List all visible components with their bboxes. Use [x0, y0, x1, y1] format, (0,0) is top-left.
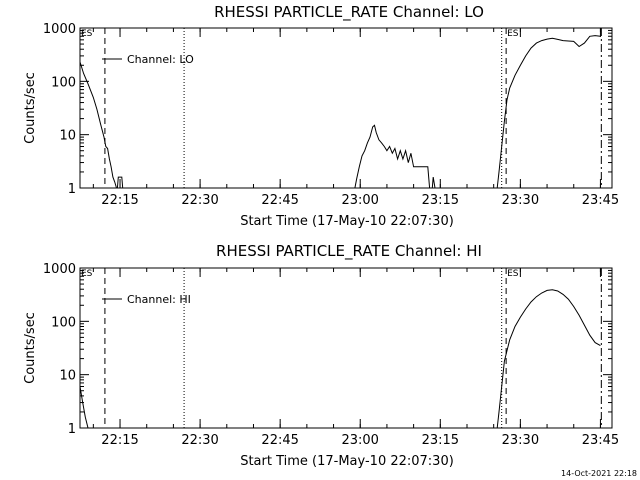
- y-tick-label: 1: [68, 182, 76, 197]
- x-tick-label: 23:15: [422, 433, 459, 448]
- x-tick-label: 22:45: [261, 433, 298, 448]
- series-line-segment: [496, 35, 601, 189]
- x-tick-label: 23:00: [341, 193, 378, 208]
- y-tick-label: 10: [59, 129, 76, 144]
- timestamp: 14-Oct-2021 22:18: [561, 469, 637, 478]
- series-line-segment: [116, 176, 124, 189]
- x-tick-label: 23:30: [502, 433, 539, 448]
- y-axis-label-hi: Counts/sec: [23, 312, 38, 384]
- x-tick-label: 22:30: [181, 193, 218, 208]
- series-line-segment: [79, 61, 117, 189]
- y-axis-label-lo: Counts/sec: [23, 72, 38, 144]
- event-marker-label: ES: [507, 269, 519, 279]
- series-line-segment: [79, 386, 89, 429]
- chart-title-hi: RHESSI PARTICLE_RATE Channel: HI: [216, 242, 482, 261]
- y-tick-label: 10: [59, 369, 76, 384]
- x-tick-label: 23:45: [582, 433, 619, 448]
- plot-frame: [79, 27, 613, 189]
- x-tick-label: 23:15: [422, 193, 459, 208]
- x-tick-label: 23:00: [341, 433, 378, 448]
- panel-hi: RHESSI PARTICLE_RATE Channel: HI Start T…: [23, 242, 619, 469]
- y-tick-label: 100: [51, 315, 76, 330]
- y-tick-label: 1: [68, 422, 76, 437]
- x-tick-label: 23:30: [502, 193, 539, 208]
- legend-label: Channel: HI: [127, 293, 191, 306]
- plot-frame: [79, 267, 613, 429]
- x-axis-label-lo: Start Time (17-May-10 22:07:30): [240, 214, 454, 229]
- legend-label: Channel: LO: [127, 53, 194, 66]
- panel-lo: RHESSI PARTICLE_RATE Channel: LO Start T…: [23, 3, 619, 229]
- event-marker-label: ES: [507, 29, 519, 39]
- event-marker-label: ES: [81, 29, 93, 39]
- x-tick-label: 22:30: [181, 433, 218, 448]
- series-line-segment: [354, 124, 431, 189]
- y-tick-label: 100: [51, 75, 76, 90]
- x-tick-label: 23:45: [582, 193, 619, 208]
- x-tick-label: 22:45: [261, 193, 298, 208]
- y-tick-label: 1000: [43, 22, 76, 37]
- event-marker-label: ES: [81, 269, 93, 279]
- x-tick-label: 22:15: [101, 193, 138, 208]
- y-tick-label: 1000: [43, 262, 76, 277]
- series-line-segment: [496, 289, 601, 429]
- chart-title-lo: RHESSI PARTICLE_RATE Channel: LO: [214, 3, 484, 22]
- x-axis-label-hi: Start Time (17-May-10 22:07:30): [240, 454, 454, 469]
- x-tick-label: 22:15: [101, 433, 138, 448]
- series-line-segment: [431, 177, 436, 189]
